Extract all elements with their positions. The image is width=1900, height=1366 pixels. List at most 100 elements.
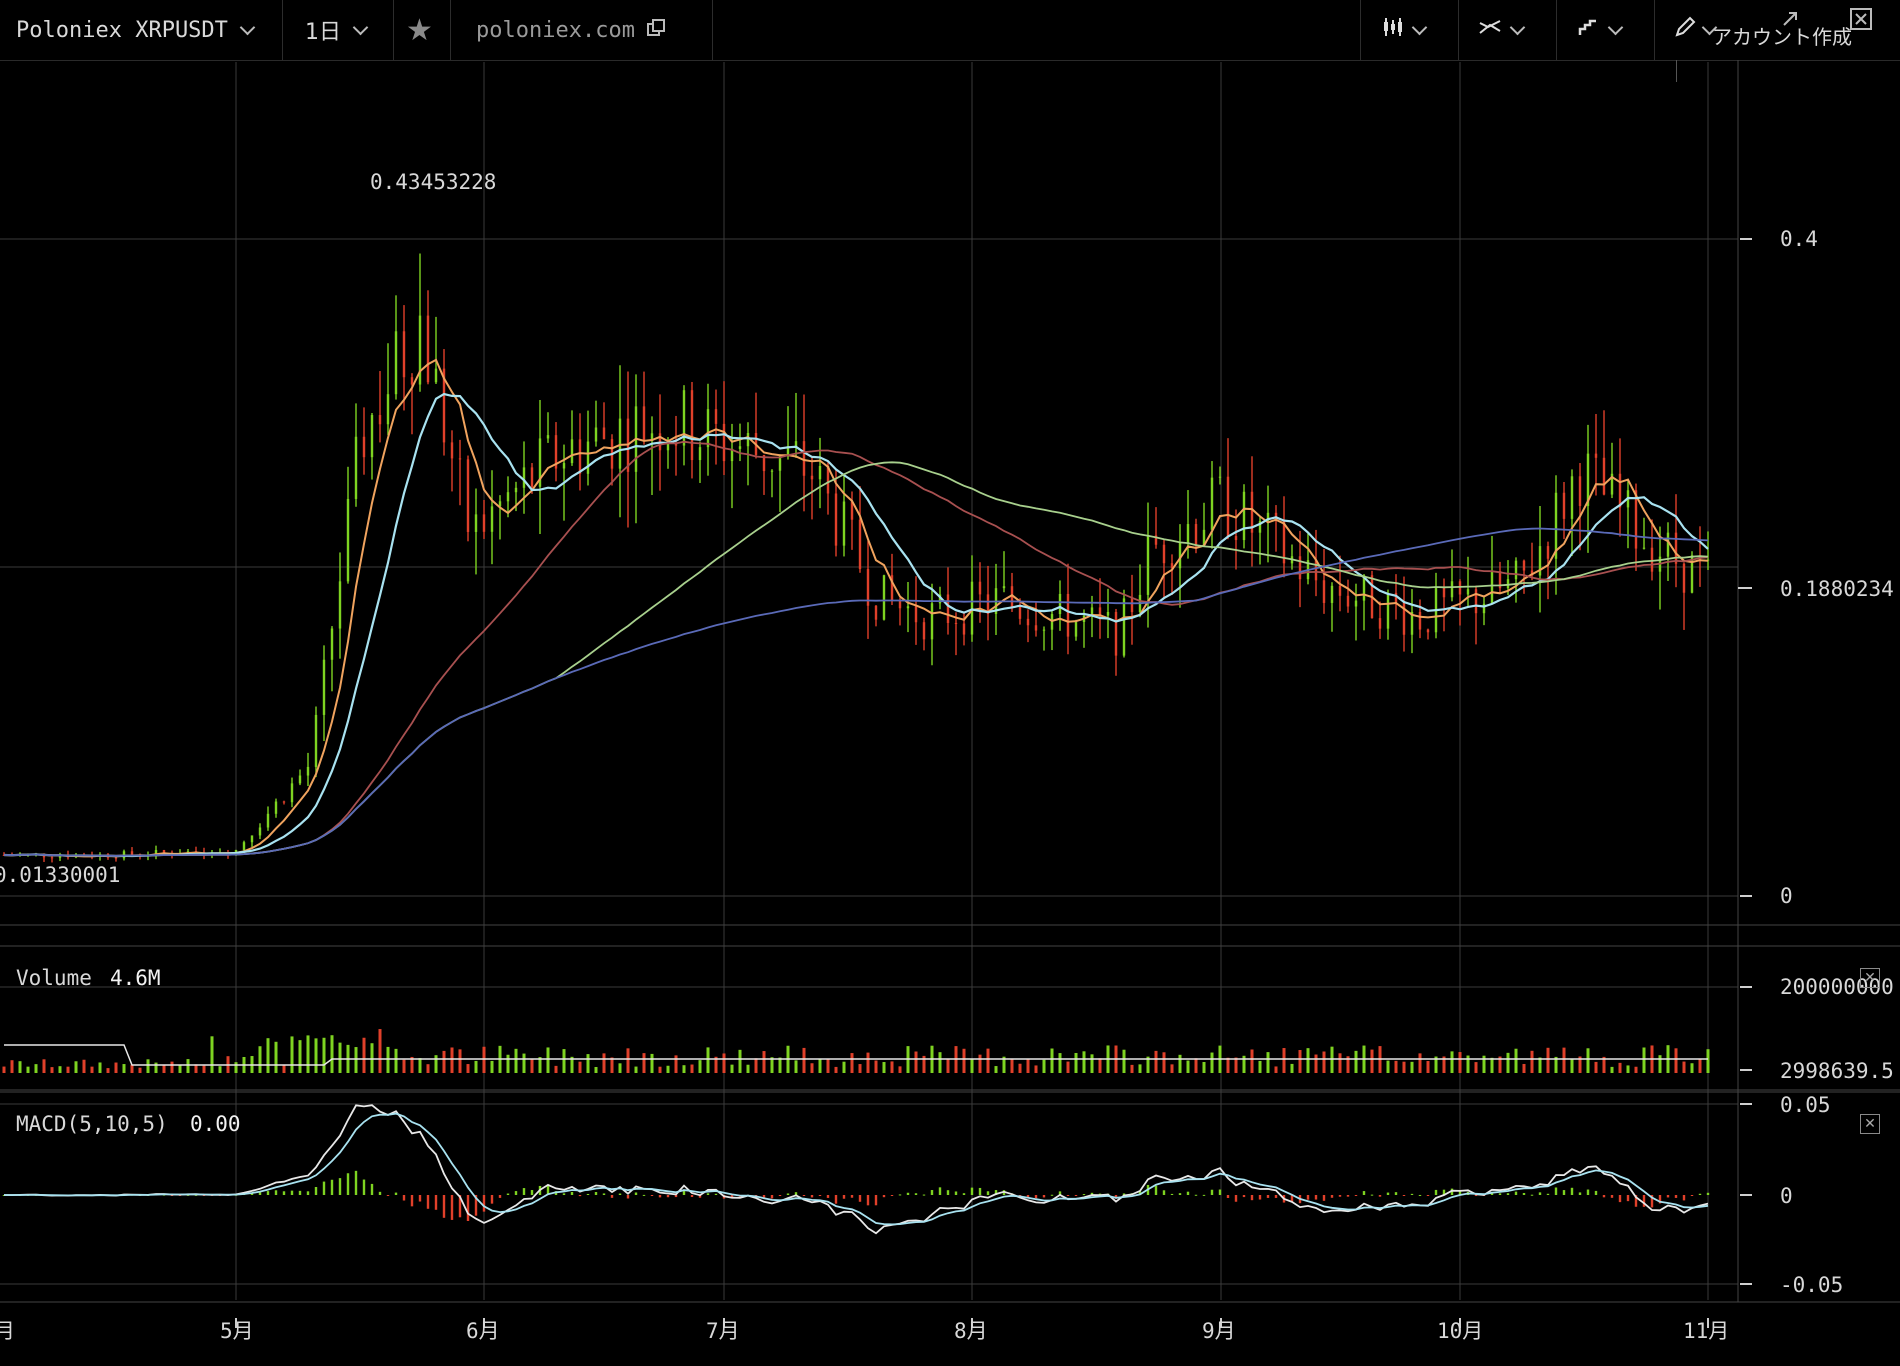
candle-body: [306, 766, 310, 776]
macd-histogram-bar: [386, 1195, 390, 1196]
candle-body: [514, 487, 518, 493]
volume-bar: [234, 1062, 238, 1073]
volume-bar: [1250, 1049, 1254, 1073]
volume-bar: [66, 1066, 70, 1073]
grid-lines: [0, 62, 1738, 1300]
macd-histogram-bar: [1314, 1195, 1318, 1200]
macd-y-tick: -0.05: [1780, 1273, 1843, 1297]
candle-body: [1594, 453, 1598, 458]
volume-bar: [1698, 1059, 1702, 1073]
account-create-link[interactable]: アカウント作成: [1712, 10, 1852, 60]
draw-button[interactable]: [1674, 0, 1718, 60]
favorite-button[interactable]: ★: [406, 0, 433, 60]
volume-bar: [1442, 1056, 1446, 1073]
volume-bar: [698, 1060, 702, 1073]
volume-bar: [1642, 1047, 1646, 1073]
high-price-label: 0.43453228: [370, 170, 496, 194]
candle-body: [274, 801, 278, 814]
interval-selector[interactable]: 1日: [305, 0, 369, 60]
candle-body: [594, 427, 598, 442]
macd-histogram-bar: [650, 1195, 654, 1196]
candle-body: [1042, 629, 1046, 631]
macd-histogram-bar: [1322, 1195, 1326, 1201]
macd-close-button[interactable]: ✕: [1860, 1114, 1880, 1134]
volume-bar: [266, 1038, 270, 1073]
volume-bar: [106, 1068, 110, 1073]
candle-body: [1162, 544, 1166, 564]
volume-bar: [154, 1062, 158, 1073]
volume-bar: [1490, 1057, 1494, 1073]
macd-histogram-bar: [1090, 1192, 1094, 1195]
candle-body: [1258, 521, 1262, 533]
volume-bar: [74, 1061, 78, 1073]
volume-bar: [1522, 1063, 1526, 1073]
bar-style-button[interactable]: [1382, 0, 1428, 60]
candle-body: [642, 406, 646, 442]
volume-bar: [994, 1066, 998, 1073]
volume-bar: [82, 1059, 86, 1073]
candle-body: [1642, 547, 1646, 549]
macd-histogram-bar: [1066, 1195, 1070, 1196]
macd-histogram-bar: [1706, 1192, 1710, 1195]
volume-bar: [1034, 1065, 1038, 1073]
volume-bar: [146, 1059, 150, 1073]
volume-bar: [210, 1036, 214, 1073]
candle-body: [866, 569, 870, 606]
macd-histogram-bar: [322, 1181, 326, 1195]
candle-body: [746, 433, 750, 447]
macd-histogram-bar: [666, 1195, 670, 1198]
macd-histogram-bar: [1042, 1195, 1046, 1198]
volume-bar: [938, 1052, 942, 1073]
volume-bar: [1386, 1060, 1390, 1073]
indicators-button[interactable]: [1478, 0, 1526, 60]
volume-bar: [218, 1066, 222, 1073]
macd-histogram-bar: [586, 1193, 590, 1195]
macd-histogram-bar: [1530, 1194, 1534, 1196]
candle-body: [1010, 586, 1014, 607]
candle-body: [1242, 491, 1246, 541]
macd-histogram-bar: [1386, 1192, 1390, 1195]
macd-histogram-bar: [354, 1170, 358, 1195]
macd-histogram-bar: [1378, 1195, 1382, 1197]
top-toolbar: Poloniex XRPUSDT 1日 ★ poloniex.com: [0, 0, 1900, 61]
candle-body: [770, 470, 774, 472]
fullscreen-button[interactable]: [1780, 0, 1800, 52]
close-icon: [1850, 8, 1872, 36]
volume-bar: [1058, 1053, 1062, 1073]
candle-body: [1426, 629, 1430, 633]
volume-bar: [842, 1061, 846, 1073]
candle-body: [338, 581, 342, 629]
close-button[interactable]: [1850, 0, 1872, 52]
candle-body: [1186, 524, 1190, 544]
candle-body: [1618, 473, 1622, 508]
macd-histogram-bar: [1522, 1192, 1526, 1195]
candle-body: [1450, 581, 1454, 598]
candle-body: [914, 606, 918, 623]
macd-histogram-bar: [338, 1178, 342, 1195]
divider: [712, 0, 713, 60]
macd-histogram-bar: [1058, 1191, 1062, 1195]
volume-close-button[interactable]: ✕: [1860, 968, 1880, 988]
macd-histogram-bar: [850, 1195, 854, 1198]
volume-bar: [562, 1049, 566, 1073]
macd-histogram-bar: [330, 1179, 334, 1195]
compare-button[interactable]: [1578, 0, 1624, 60]
candle-body: [562, 463, 566, 469]
candle-body: [786, 446, 790, 456]
candle-body: [1338, 585, 1342, 596]
ma-longest-line: [3, 527, 1709, 857]
volume-bar: [658, 1066, 662, 1073]
candle-body: [1674, 532, 1678, 564]
symbol-selector[interactable]: Poloniex XRPUSDT: [16, 0, 256, 60]
macd-histogram-bar: [778, 1195, 782, 1196]
volume-legend-name: Volume: [16, 966, 92, 990]
volume-bar: [1082, 1051, 1086, 1073]
volume-bar: [1010, 1059, 1014, 1073]
candle-body: [1178, 543, 1182, 569]
macd-histogram-bar: [1186, 1191, 1190, 1195]
candle-body: [826, 465, 830, 494]
volume-bar: [1314, 1054, 1318, 1073]
source-link[interactable]: poloniex.com: [476, 0, 665, 60]
candle-body: [1058, 593, 1062, 615]
